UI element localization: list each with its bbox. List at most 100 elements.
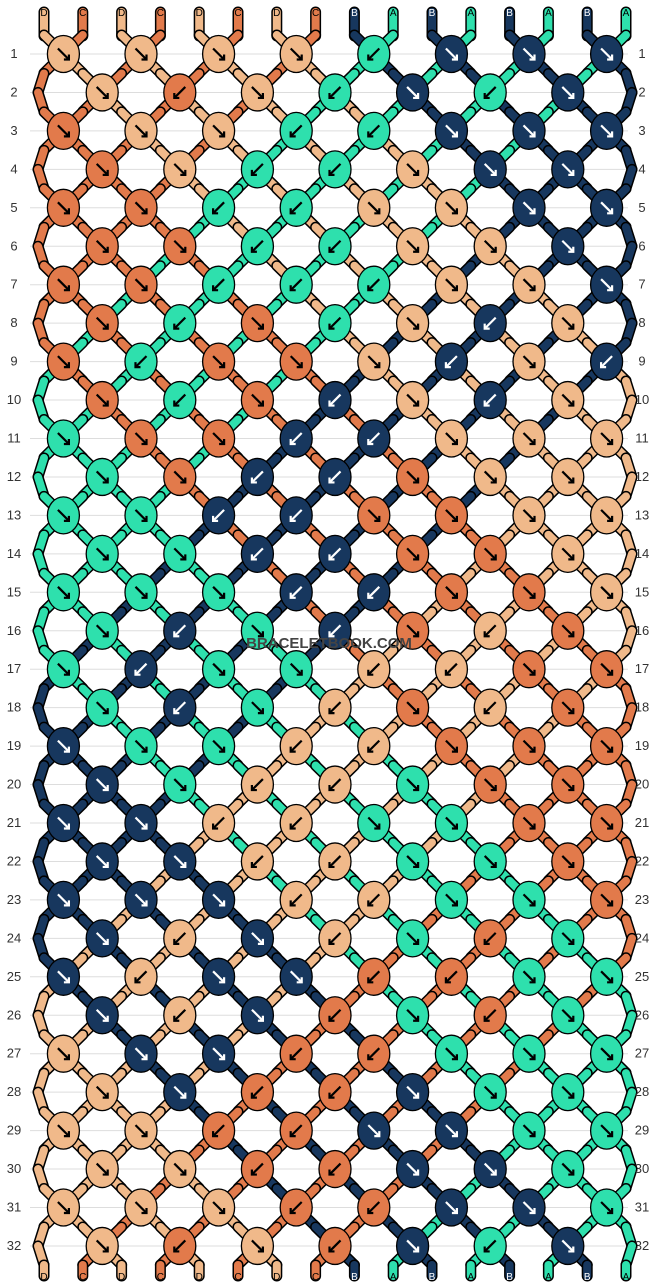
arrowhead xyxy=(374,208,381,215)
row-number-right: 5 xyxy=(638,200,645,215)
knot xyxy=(357,111,391,151)
arrowhead xyxy=(483,1246,490,1253)
knot xyxy=(357,496,391,535)
knot xyxy=(551,842,585,881)
knot xyxy=(473,1073,507,1112)
arrowhead xyxy=(63,285,71,292)
knot xyxy=(551,765,585,804)
arrow-down-left-icon xyxy=(173,932,187,945)
arrowhead xyxy=(529,592,536,599)
arrow-down-right-icon xyxy=(445,816,458,830)
arrow-down-right-icon xyxy=(561,932,575,945)
arrowhead xyxy=(102,708,109,715)
arrowhead xyxy=(568,169,575,176)
knot xyxy=(473,919,507,958)
knot xyxy=(589,188,624,227)
knot xyxy=(163,1073,197,1112)
arrow-down-right-icon xyxy=(561,1008,575,1022)
arrowhead xyxy=(568,1015,575,1022)
arrow-down-left-icon xyxy=(328,163,342,176)
arrow-down-right-icon xyxy=(367,816,381,830)
arrowhead xyxy=(451,1131,458,1138)
arrow-down-left-icon xyxy=(328,470,342,484)
arrow-down-right-icon xyxy=(522,355,536,368)
arrow-down-right-icon xyxy=(95,470,109,484)
knot xyxy=(46,957,81,996)
arrowhead xyxy=(328,92,335,100)
row-number-right: 7 xyxy=(638,277,645,292)
row-number-left: 16 xyxy=(7,623,21,638)
knot xyxy=(473,227,507,266)
knot xyxy=(124,650,158,689)
knot xyxy=(512,957,546,996)
arrowhead xyxy=(173,1246,180,1253)
arrowhead xyxy=(529,439,536,446)
arrowhead xyxy=(529,1208,536,1215)
arrow-down-right-icon xyxy=(600,509,613,522)
knot xyxy=(551,919,585,958)
arrowhead xyxy=(296,977,303,984)
arrow-down-right-icon xyxy=(445,1047,458,1060)
arrow-down-left-icon xyxy=(367,1201,381,1214)
knot xyxy=(201,880,236,920)
arrow-down-left-icon xyxy=(328,624,342,638)
arrow-down-right-icon xyxy=(522,47,536,61)
arrowhead xyxy=(328,1015,335,1022)
knot xyxy=(240,688,275,727)
row-number-left: 3 xyxy=(10,123,17,138)
arrowhead xyxy=(490,554,497,561)
arrowhead xyxy=(289,592,296,599)
arrowhead xyxy=(296,362,303,369)
arrow-down-right-icon xyxy=(173,470,187,484)
strand-label: B xyxy=(584,8,591,19)
strand-label-bottom: C xyxy=(157,1272,164,1283)
knot xyxy=(512,496,546,535)
arrowhead xyxy=(607,285,614,292)
arrow-down-left-icon xyxy=(251,163,264,176)
knot xyxy=(318,227,352,266)
knot xyxy=(163,303,197,343)
arrow-down-right-icon xyxy=(522,1124,536,1137)
knot xyxy=(551,534,585,573)
arrow-down-right-icon xyxy=(445,124,458,138)
arrowhead xyxy=(219,439,226,446)
watermark: BRACELETBOOK.COM xyxy=(246,635,412,652)
arrow-down-right-icon xyxy=(406,932,419,945)
knot xyxy=(357,342,391,381)
arrow-down-right-icon xyxy=(212,1047,225,1060)
knot xyxy=(279,957,313,996)
row-number-right: 16 xyxy=(635,623,649,638)
arrowhead xyxy=(529,285,536,292)
arrowhead xyxy=(173,400,180,407)
arrow-down-left-icon xyxy=(212,278,225,291)
arrowhead xyxy=(212,515,219,523)
row-number-left: 24 xyxy=(7,930,21,945)
arrow-down-right-icon xyxy=(522,1201,536,1214)
arrowhead xyxy=(212,1131,219,1138)
knot xyxy=(434,957,469,996)
knot xyxy=(240,73,275,112)
arrow-down-left-icon xyxy=(251,547,264,561)
arrow-down-right-icon xyxy=(57,278,70,291)
arrowhead xyxy=(250,554,257,561)
arrowhead xyxy=(63,592,71,599)
arrow-down-right-icon xyxy=(367,201,381,215)
arrowhead xyxy=(102,92,109,100)
knot xyxy=(473,1149,507,1189)
strand-label-bottom: B xyxy=(584,1272,591,1283)
arrowhead xyxy=(413,631,420,638)
arrowhead xyxy=(102,477,109,484)
strand-label-bottom: A xyxy=(467,1272,474,1283)
knot xyxy=(163,150,197,189)
arrowhead xyxy=(219,669,226,676)
arrowhead xyxy=(296,54,303,61)
arrow-down-right-icon xyxy=(134,278,148,291)
knot xyxy=(395,1226,430,1266)
knot xyxy=(201,111,236,151)
knot xyxy=(318,688,352,727)
row-number-left: 6 xyxy=(10,238,17,253)
knot xyxy=(589,419,624,458)
knot xyxy=(395,227,430,266)
arrowhead xyxy=(328,554,335,561)
